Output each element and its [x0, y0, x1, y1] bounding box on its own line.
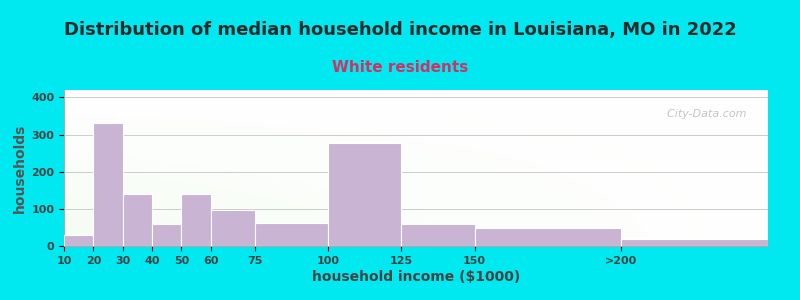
Text: White residents: White residents — [332, 60, 468, 75]
Bar — [64, 235, 94, 246]
Bar — [122, 194, 152, 246]
Bar — [622, 238, 768, 246]
Bar — [328, 143, 402, 246]
Y-axis label: households: households — [13, 123, 27, 213]
Bar — [152, 224, 182, 246]
Bar — [254, 223, 328, 246]
Text: Distribution of median household income in Louisiana, MO in 2022: Distribution of median household income … — [64, 21, 736, 39]
Bar — [94, 123, 122, 246]
Bar — [474, 228, 622, 246]
Text: City-Data.com: City-Data.com — [660, 109, 747, 119]
X-axis label: household income ($1000): household income ($1000) — [312, 270, 520, 284]
Bar — [182, 194, 210, 246]
Bar — [210, 210, 254, 246]
Bar — [402, 224, 474, 246]
